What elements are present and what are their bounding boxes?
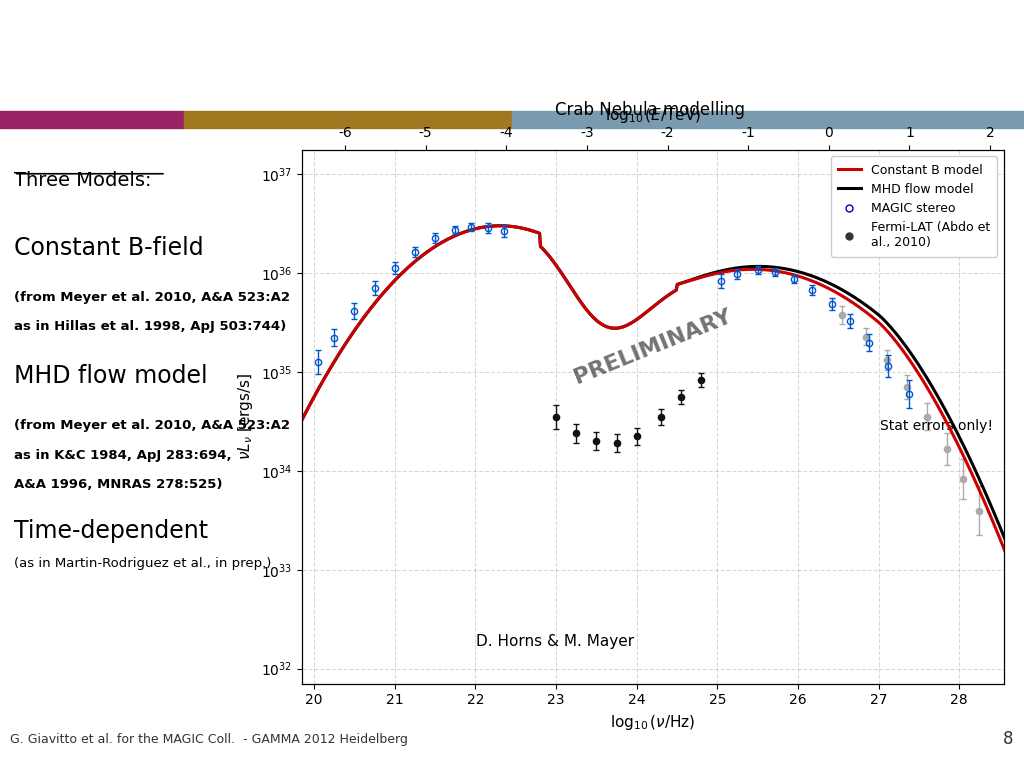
Legend: Constant B model, MHD flow model, MAGIC stereo, Fermi-LAT (Abdo et
al., 2010): Constant B model, MHD flow model, MAGIC … [830, 156, 997, 257]
Text: (from Meyer et al. 2010, A&A 523:A2: (from Meyer et al. 2010, A&A 523:A2 [14, 291, 290, 304]
Text: 8: 8 [1004, 730, 1014, 748]
Bar [184, 111, 512, 128]
Text: G. Giavitto et al. for the MAGIC Coll.  - GAMMA 2012 Heidelberg: G. Giavitto et al. for the MAGIC Coll. -… [10, 733, 409, 746]
Text: MHD flow model: MHD flow model [14, 364, 208, 388]
Text: as in K&C 1984, ApJ 283:694,: as in K&C 1984, ApJ 283:694, [14, 449, 231, 462]
Text: Time-dependent: Time-dependent [14, 518, 208, 543]
Text: Stat errors only!: Stat errors only! [880, 419, 993, 433]
Y-axis label: $\nu L_\nu\ [\mathrm{ergs/s}]$: $\nu L_\nu\ [\mathrm{ergs/s}]$ [237, 373, 255, 460]
Bar [0, 111, 184, 128]
Text: (from Meyer et al. 2010, A&A 523:A2: (from Meyer et al. 2010, A&A 523:A2 [14, 419, 290, 432]
Text: Crab Nebula modelling: Crab Nebula modelling [555, 101, 745, 119]
Text: Constant B-field: Constant B-field [14, 236, 204, 260]
Text: A&A 1996, MNRAS 278:525): A&A 1996, MNRAS 278:525) [14, 478, 222, 491]
Text: Crab Nebula: modeling: Crab Nebula: modeling [26, 22, 887, 89]
Bar [512, 111, 1024, 128]
X-axis label: $\log_{10}(E/\mathrm{TeV})$: $\log_{10}(E/\mathrm{TeV})$ [604, 107, 701, 125]
X-axis label: $\log_{10}(\nu/\mathrm{Hz})$: $\log_{10}(\nu/\mathrm{Hz})$ [610, 713, 695, 732]
Text: as in Hillas et al. 1998, ApJ 503:744): as in Hillas et al. 1998, ApJ 503:744) [14, 320, 286, 333]
Text: (as in Martin-Rodriguez et al., in prep.): (as in Martin-Rodriguez et al., in prep.… [14, 557, 271, 570]
Text: Three Models:: Three Models: [14, 171, 152, 190]
Text: D. Horns & M. Mayer: D. Horns & M. Mayer [475, 634, 634, 649]
Text: PRELIMINARY: PRELIMINARY [571, 306, 734, 388]
